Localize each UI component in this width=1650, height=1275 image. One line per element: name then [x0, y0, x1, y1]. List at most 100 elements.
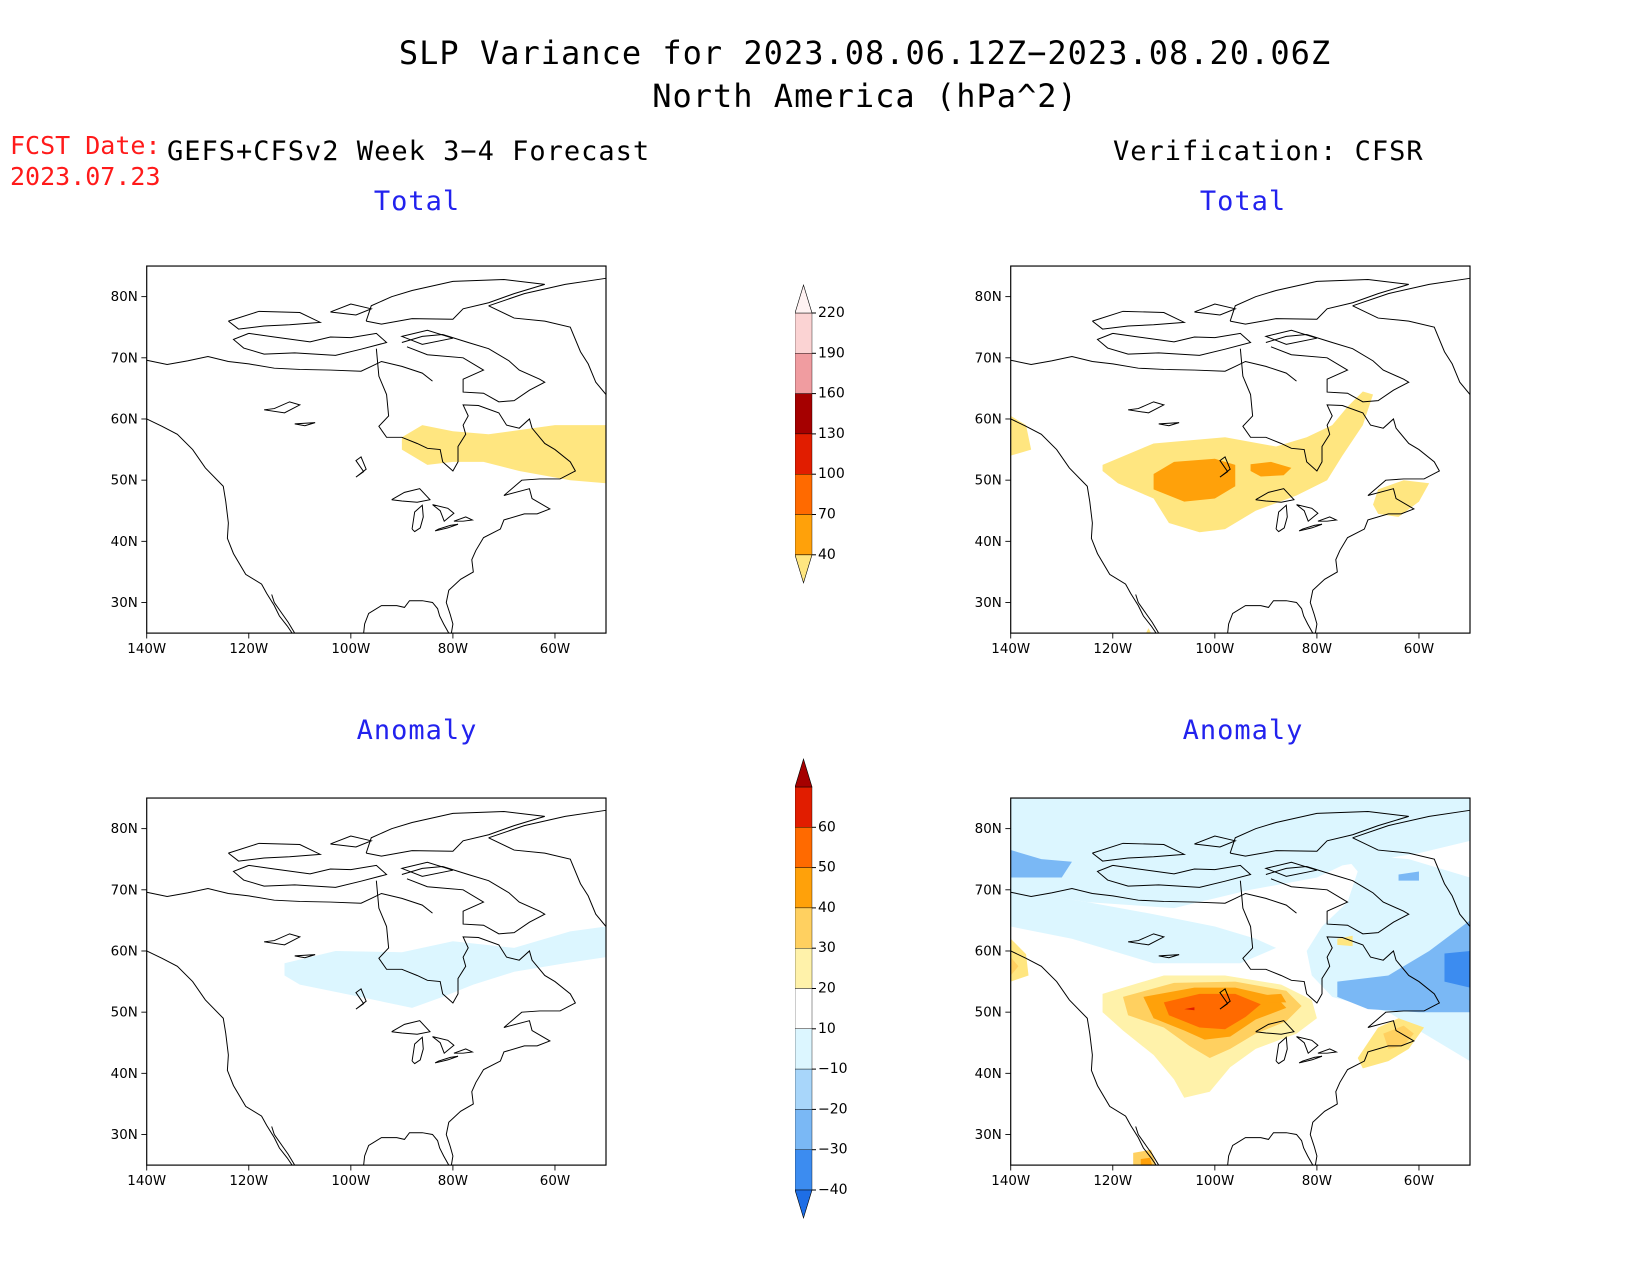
coastline [1239, 880, 1441, 1166]
coastline [1010, 888, 1297, 914]
chart-title: SLP Variance for 2023.08.06.12Z−2023.08.… [398, 34, 1332, 72]
lat-tick-label: 50N [975, 474, 1002, 489]
verification-anomaly-contour-region [1337, 935, 1353, 947]
coastline [488, 837, 606, 933]
forecast-total-map: 140W 120W 100W 80W 60W 30N 40N 50N 60N 70N 80N [111, 243, 607, 683]
lon-tick-label: 100W [1195, 1174, 1234, 1189]
map-frame [1010, 265, 1471, 634]
lon-tick-label: 120W [1093, 642, 1132, 657]
colorbar-swatch [794, 1028, 813, 1070]
colorbar-swatch [794, 947, 813, 989]
coastline [1010, 356, 1297, 382]
coastline [363, 1132, 450, 1166]
coastline [146, 418, 293, 634]
forecast-total-contour-region [401, 425, 606, 484]
coastline [228, 842, 323, 862]
lon-tick-label: 120W [1093, 1174, 1132, 1189]
colorbar-swatch [794, 1109, 813, 1150]
lon-tick-label: 80W [1302, 642, 1332, 657]
coastline [146, 888, 433, 914]
coastline [1135, 594, 1160, 634]
colorbar-level-label: 20 [818, 981, 836, 997]
lon-tick-label: 60W [540, 1174, 570, 1189]
lon-tick-label: 140W [127, 1174, 166, 1189]
colorbar-swatch [794, 786, 813, 828]
coastline [1010, 950, 1157, 1166]
coastline [391, 1020, 431, 1035]
verification-anomaly-contour-region [1337, 920, 1470, 1013]
coastline [1255, 488, 1295, 503]
coastline [294, 422, 316, 427]
colorbar-swatch [794, 312, 813, 354]
colorbar-lower-triangle [794, 1189, 813, 1220]
colorbar-level-label: 160 [818, 386, 845, 402]
coastline [411, 1036, 424, 1065]
colorbar-swatch [794, 393, 813, 435]
colorbar-swatch [794, 988, 813, 1029]
coastline [1296, 1036, 1319, 1055]
lat-tick-label: 80N [975, 822, 1002, 837]
verification-header: Verification: CFSR [1113, 136, 1424, 167]
coastline [1298, 523, 1323, 532]
coastline [1296, 504, 1319, 523]
coastline [355, 988, 367, 1010]
lat-tick-label: 60N [111, 944, 138, 959]
coastline [432, 504, 455, 523]
colorbar-level-label: 40 [818, 547, 836, 563]
colorbar-level-label: 40 [818, 900, 836, 916]
coastline [1194, 835, 1237, 848]
colorbar-level-label: 130 [818, 426, 845, 442]
verification-total-map: 140W 120W 100W 80W 60W 30N 40N 50N 60N 70N 80N [975, 243, 1471, 683]
coastline [365, 278, 545, 325]
lat-tick-label: 30N [975, 1128, 1002, 1143]
colorbar-swatch [794, 353, 813, 394]
verification-anomaly-map: 140W 120W 100W 80W 60W 30N 40N 50N 60N 70N 80N [975, 775, 1471, 1215]
lat-tick-label: 60N [975, 944, 1002, 959]
colorbar-upper-triangle [794, 283, 813, 314]
verification-total-contour-region [1102, 391, 1374, 533]
coastline [1092, 842, 1187, 862]
verification-total-contour-region [1010, 415, 1032, 456]
verification-anomaly-contour-region [1010, 938, 1029, 982]
coastline [271, 594, 296, 634]
coastline [264, 401, 302, 414]
lat-tick-label: 40N [975, 535, 1002, 550]
coastline [400, 861, 454, 877]
coastline [1352, 305, 1470, 401]
coastline [434, 1055, 459, 1064]
verification-total-contour-region [1250, 461, 1292, 477]
lat-tick-label: 80N [111, 822, 138, 837]
coastline [365, 810, 545, 857]
fcst-date-label: FCST Date: [10, 131, 161, 160]
coastline [1255, 1020, 1295, 1035]
anomaly-colorbar: −40 −30 −20 −10 10 20 30 40 50 60 [794, 757, 875, 1228]
coastline [1265, 866, 1410, 935]
coastline [375, 348, 577, 634]
coastline [1158, 422, 1180, 427]
coastline [1352, 809, 1470, 839]
coastline [453, 516, 475, 522]
lon-tick-label: 100W [331, 1174, 370, 1189]
map-frame [1010, 797, 1471, 1166]
lon-tick-label: 100W [331, 642, 370, 657]
coastline [1352, 837, 1470, 933]
forecast-anomaly-contour-region [284, 926, 606, 1008]
coastline [1227, 1132, 1314, 1166]
lon-tick-label: 60W [540, 642, 570, 657]
coastline [1317, 516, 1339, 522]
coastline [1229, 810, 1409, 857]
coastline [1219, 456, 1231, 478]
coastline [294, 954, 316, 959]
coastline [330, 303, 373, 316]
lat-tick-label: 60N [975, 412, 1002, 427]
forecast-anomaly-title: Anomaly [356, 715, 478, 746]
total-colorbar: 40 70 100 130 160 190 220 [794, 283, 875, 593]
coastline [1092, 310, 1187, 330]
coastline [1275, 504, 1288, 533]
coastline [375, 880, 577, 1166]
coastline [1227, 600, 1314, 634]
lat-tick-label: 70N [111, 883, 138, 898]
forecast-total-title: Total [373, 186, 461, 217]
colorbar-swatch [794, 867, 813, 909]
verification-anomaly-contour-region [1140, 1157, 1153, 1166]
